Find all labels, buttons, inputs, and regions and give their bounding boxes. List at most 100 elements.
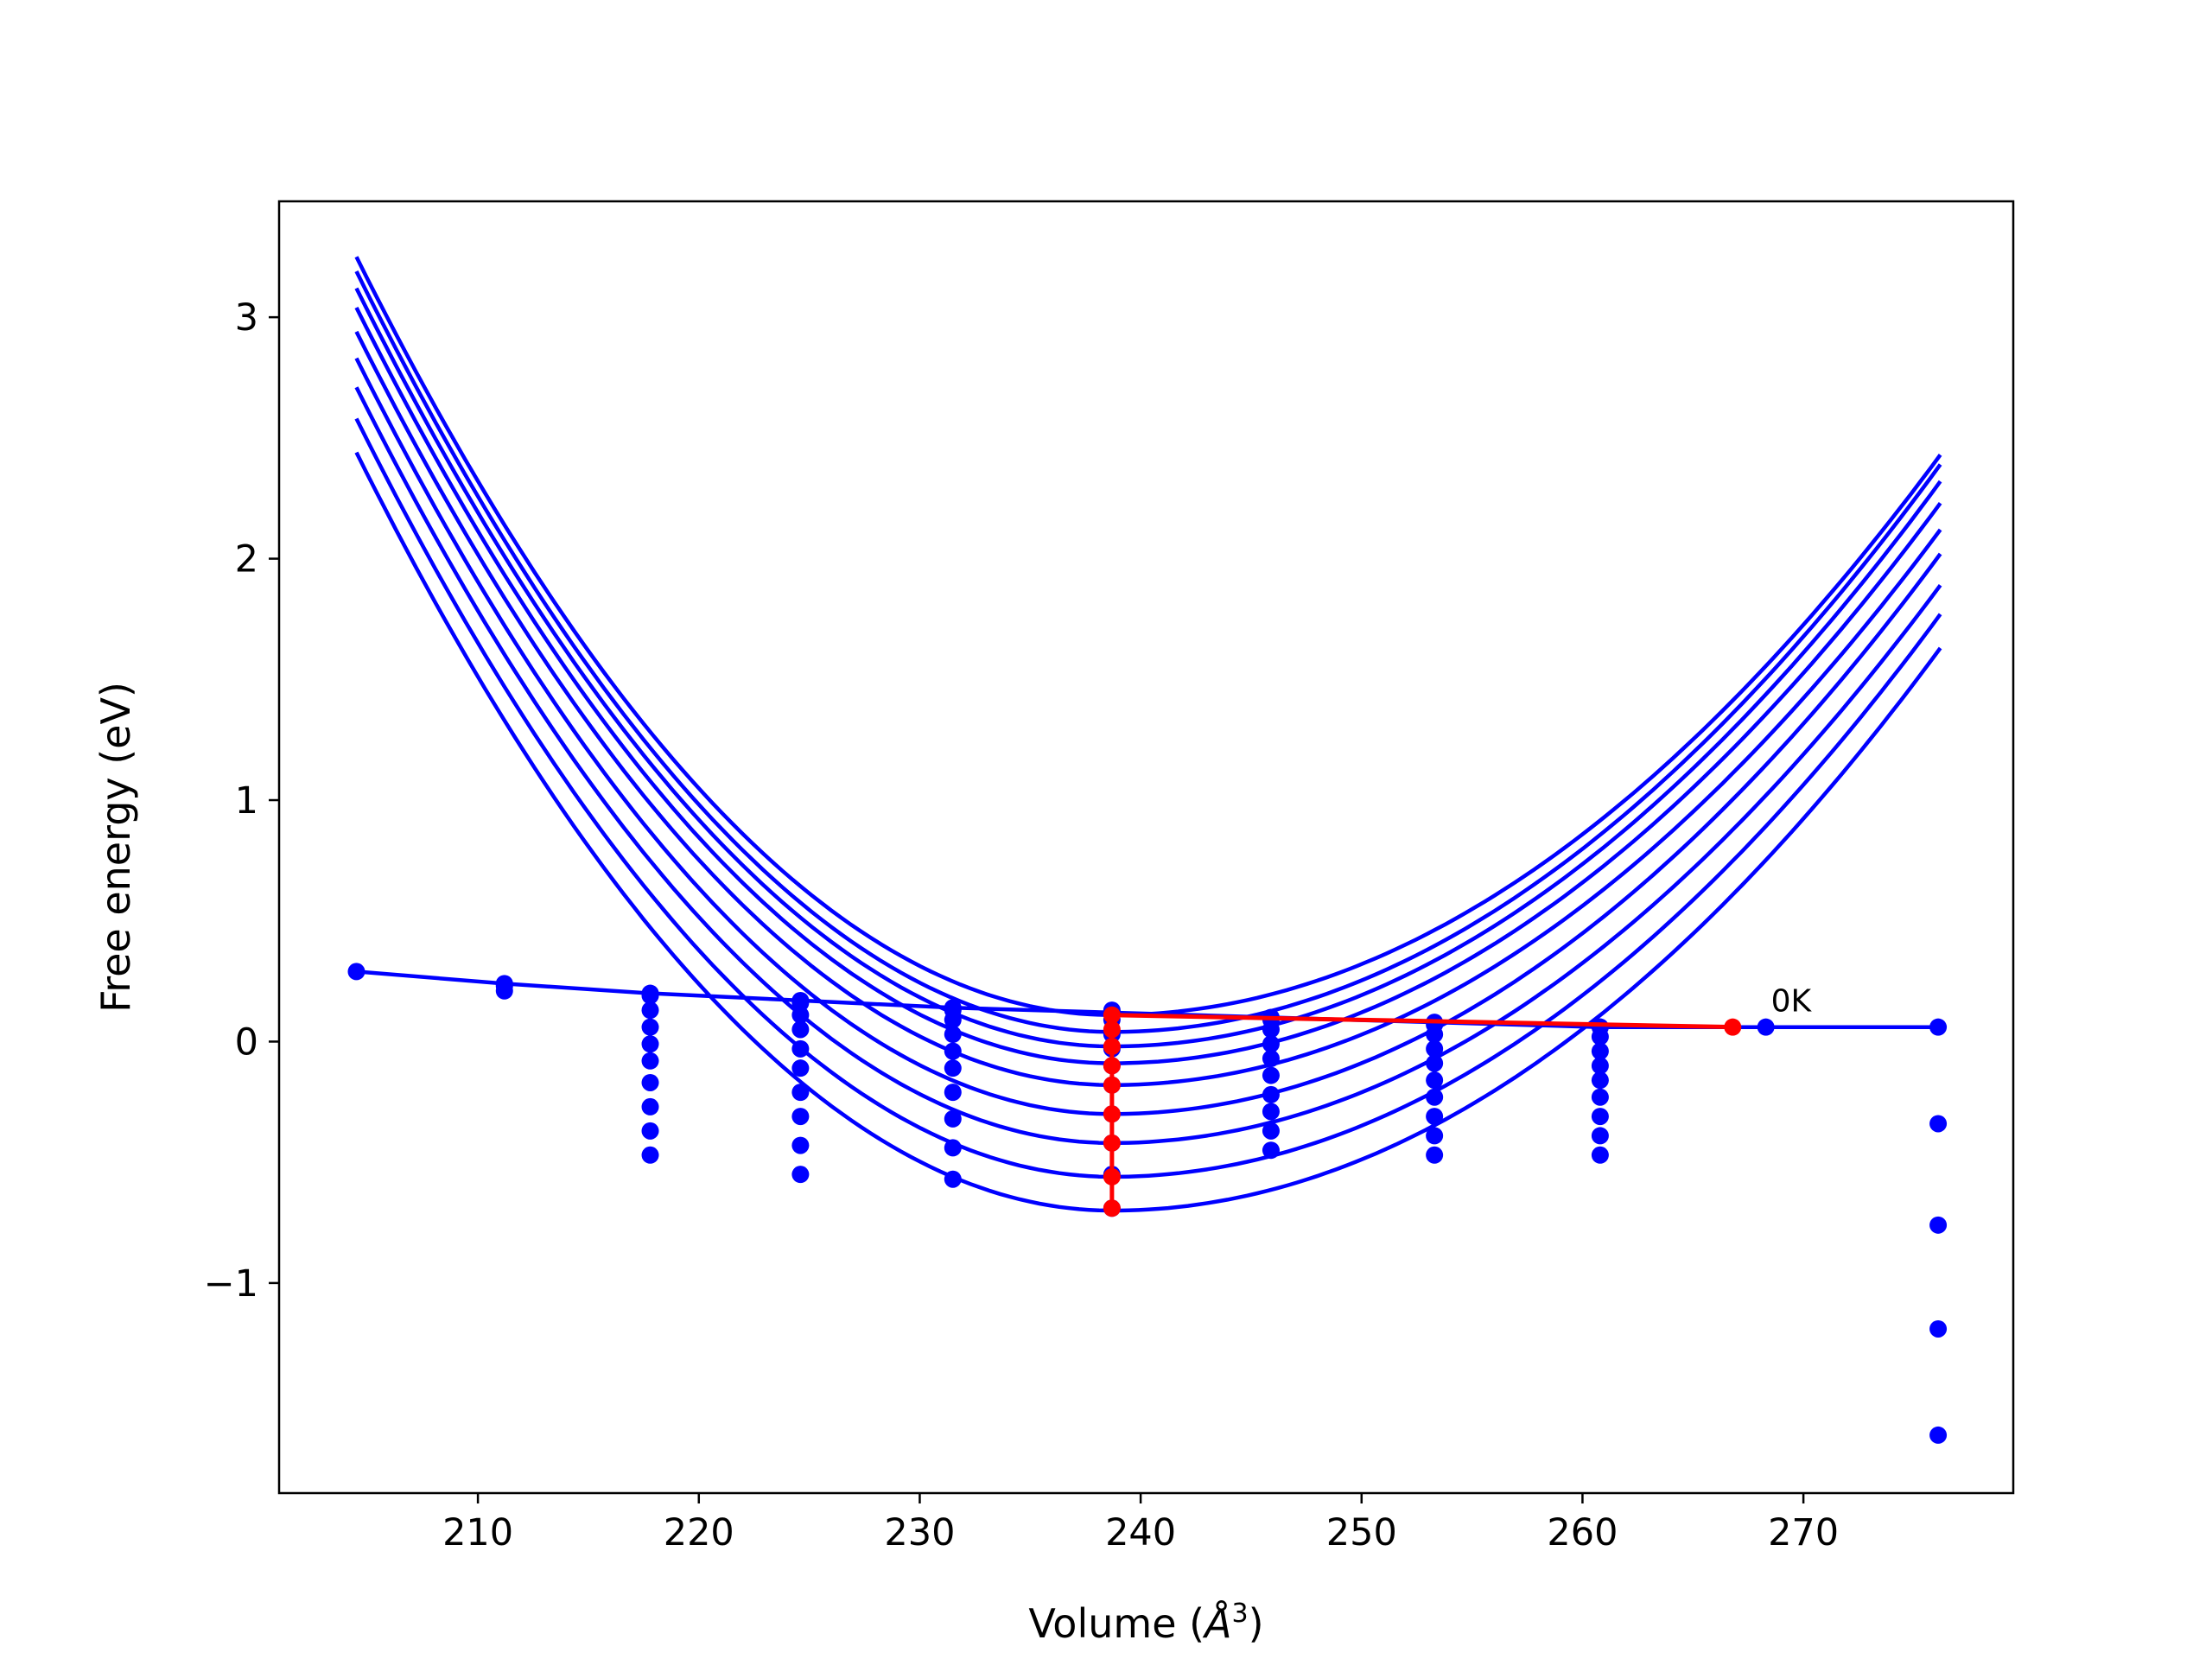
data-point: [1929, 1115, 1948, 1133]
x-axis-label-symbol: Å: [1202, 1600, 1231, 1647]
data-point: [1929, 1216, 1948, 1234]
data-point: [1591, 1088, 1609, 1106]
plot-layer: [347, 256, 1948, 1444]
x-axis-label-prefix: Volume (: [1028, 1600, 1205, 1647]
data-point: [791, 1039, 810, 1058]
x-axis-label-suffix: ): [1249, 1600, 1264, 1647]
data-point: [1262, 1066, 1280, 1084]
highlight-point: [1103, 1167, 1121, 1185]
data-point: [944, 1026, 962, 1044]
data-point: [944, 1139, 962, 1157]
y-tick-label: 2: [235, 538, 258, 582]
data-point: [641, 1146, 659, 1164]
data-point: [641, 1073, 659, 1091]
data-point: [944, 1011, 962, 1029]
highlight-point: [1103, 1057, 1121, 1075]
x-tick-label: 240: [1105, 1511, 1176, 1554]
data-point: [1591, 1042, 1609, 1060]
minimum-point: [1929, 1018, 1948, 1036]
highlight-point: [1103, 1134, 1121, 1152]
data-point: [1262, 1085, 1280, 1103]
highlight-point: [1103, 1105, 1121, 1123]
ticks-layer: 210 220 230 240 250 260 270 −1 0 1 2 3: [204, 296, 1840, 1554]
data-point: [1426, 1088, 1444, 1106]
data-point: [641, 1052, 659, 1070]
y-axis-label: Free energy (eV): [92, 682, 139, 1013]
highlight-point: [1103, 1020, 1121, 1039]
data-point: [1591, 1127, 1609, 1145]
data-point: [791, 1020, 810, 1039]
data-point: [1591, 1027, 1609, 1046]
data-point: [944, 1084, 962, 1102]
y-tick-label: 3: [235, 296, 258, 340]
data-point: [1262, 1035, 1280, 1053]
eos-curve: [354, 417, 1942, 1179]
data-point: [1262, 1141, 1280, 1160]
annotation-0k: 0K: [1771, 984, 1813, 1020]
x-tick-label: 220: [664, 1511, 734, 1554]
data-point: [791, 994, 810, 1012]
data-point: [1591, 1146, 1609, 1164]
minimum-point: [1757, 1018, 1775, 1036]
highlight-point: [1103, 1038, 1121, 1056]
data-point: [944, 1042, 962, 1060]
data-point: [641, 1035, 659, 1053]
data-point: [791, 1006, 810, 1024]
minimum-point: [347, 963, 365, 981]
data-point: [944, 1059, 962, 1077]
data-point: [1426, 1039, 1444, 1058]
data-point: [641, 987, 659, 1005]
x-axis-label: Volume (Å3): [1028, 1599, 1263, 1647]
x-tick-label: 250: [1326, 1511, 1397, 1554]
data-point: [641, 1122, 659, 1140]
data-point: [1426, 1026, 1444, 1044]
data-point: [1591, 1108, 1609, 1126]
eos-curve: [354, 287, 1942, 1049]
y-tick-label: 1: [235, 779, 258, 823]
data-point: [1426, 1071, 1444, 1090]
data-point: [1929, 1319, 1948, 1338]
data-point: [1262, 1122, 1280, 1140]
data-point: [1929, 1426, 1948, 1444]
x-tick-label: 210: [442, 1511, 513, 1554]
data-point: [791, 1108, 810, 1126]
data-point: [791, 1136, 810, 1154]
data-point: [495, 982, 513, 1000]
x-tick-label: 270: [1768, 1511, 1839, 1554]
data-point: [1262, 1050, 1280, 1068]
highlight-end-point: [1724, 1018, 1742, 1036]
data-point: [1426, 1127, 1444, 1145]
x-tick-label: 260: [1547, 1511, 1618, 1554]
data-point: [641, 1018, 659, 1036]
highlight-point: [1103, 1199, 1121, 1217]
y-tick-label: 0: [235, 1020, 258, 1064]
axes-frame: [277, 200, 2015, 1495]
eos-curve: [354, 270, 1942, 1034]
data-point: [1591, 1057, 1609, 1075]
y-tick-label: −1: [204, 1262, 258, 1306]
data-point: [641, 1097, 659, 1116]
x-tick-label: 230: [884, 1511, 955, 1554]
data-point: [1426, 1146, 1444, 1164]
data-point: [1426, 1108, 1444, 1126]
data-point: [1591, 1071, 1609, 1090]
eos-curve: [354, 386, 1942, 1146]
data-point: [641, 1001, 659, 1020]
eos-curve: [354, 330, 1942, 1087]
eos-curve: [354, 357, 1942, 1116]
data-point: [944, 1109, 962, 1128]
eos-curve: [354, 451, 1942, 1213]
data-point: [791, 1166, 810, 1184]
data-point: [791, 1084, 810, 1102]
highlight-point: [1103, 1076, 1121, 1094]
data-point: [791, 1059, 810, 1077]
data-point: [1262, 1020, 1280, 1039]
x-axis-label-exponent: 3: [1232, 1599, 1249, 1629]
data-point: [1262, 1103, 1280, 1121]
eos-curve: [354, 306, 1942, 1065]
data-point: [1426, 1054, 1444, 1072]
highlight-line: [1111, 1013, 1733, 1030]
data-point: [944, 1170, 962, 1188]
